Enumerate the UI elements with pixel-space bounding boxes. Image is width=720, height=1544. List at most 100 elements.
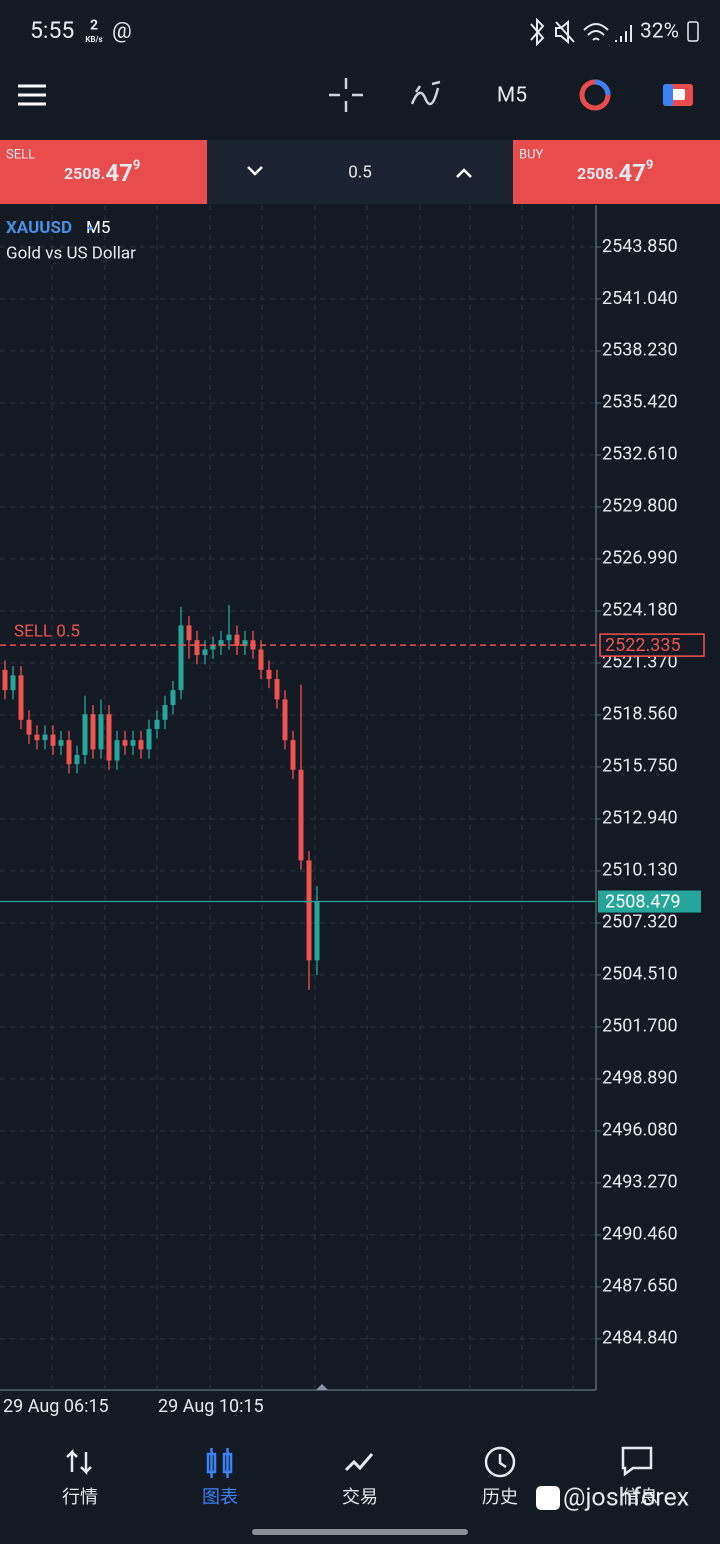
candle-body [18,675,24,720]
y-tick-label: 2496.080 [602,1120,678,1141]
sell-label: SELL [6,147,35,162]
y-tick-label: 2498.890 [602,1068,678,1089]
chart-symbol: XAUUSD M5 [6,218,110,238]
crosshair-button[interactable] [329,78,363,112]
candle-body [66,740,72,765]
candle-body [242,640,248,646]
symbol-timeframe: M5 [86,218,110,238]
symbol-description: Gold vs US Dollar [6,243,136,263]
candle-body [306,860,312,961]
y-tick-label: 2541.040 [602,288,678,309]
candle-body [162,704,168,720]
lot-decrease[interactable] [247,166,263,176]
account-button-accent [663,84,673,106]
buy-label: BUY [519,147,544,162]
buy-price-sup: 9 [646,158,653,173]
x-tick-label: 29 Aug 10:15 [158,1396,264,1417]
candle-body [234,634,240,646]
home-indicator [252,1529,468,1535]
candle-body [42,734,48,741]
candle-body [106,714,112,761]
y-tick-label: 2487.650 [602,1276,678,1297]
y-tick-label: 2532.610 [602,444,678,465]
timeframe-button[interactable]: M5 [497,84,527,108]
candle-body [98,714,104,750]
y-tick-label: 2529.800 [602,496,678,517]
candle-body [114,740,120,761]
lot-increase[interactable] [456,168,472,178]
y-tick-label: 2538.230 [602,340,678,361]
y-tick-label: 2507.320 [602,912,678,933]
candle-body [218,640,224,646]
status-icons [530,17,632,47]
order-price-box [599,633,705,657]
candle-body [154,719,160,730]
y-tick-label: 2543.850 [602,236,678,257]
candle-body [130,740,136,746]
candle-body [10,675,16,691]
candle-body [258,649,264,670]
buy-price: 2508.479 [577,158,653,187]
candle-body [314,901,320,961]
candle-body [82,714,88,755]
y-tick-label: 2501.700 [602,1016,678,1037]
candle-body [34,734,40,741]
trade-button-accent [594,79,611,96]
nav-history[interactable]: 历史 [482,1487,518,1508]
status-at: @ [112,19,132,44]
status-battery: 32% [640,20,679,44]
candle-body [138,740,144,750]
lot-value[interactable]: 0.5 [348,162,372,182]
symbol-dropdown[interactable] [87,227,93,231]
candle-body [186,625,192,641]
candle-body [298,769,304,861]
candle-body [122,740,128,746]
y-tick-label: 2518.560 [602,704,678,725]
nav-quotes[interactable]: 行情 [62,1487,98,1508]
candle-body [210,645,216,650]
x-tick-label: 29 Aug 06:15 [3,1396,109,1417]
candle-body [74,754,80,765]
y-tick-label: 2484.840 [602,1328,678,1349]
symbol-name: XAUUSD [6,218,72,238]
candle-body [50,734,56,746]
nav-messages[interactable]: 信息 [622,1487,658,1508]
candle-body [194,640,200,656]
candle-body [2,669,8,691]
y-tick-label: 2515.750 [602,756,678,777]
y-tick-label: 2510.130 [602,860,678,881]
y-tick-label: 2526.990 [602,548,678,569]
sell-price-sup: 9 [133,158,140,173]
nav-chart[interactable]: 图表 [202,1487,238,1508]
watermark-icon [536,1486,560,1510]
buy-button[interactable] [513,140,720,204]
candle-body [202,649,208,656]
candle-body [146,729,152,750]
y-tick-label: 2504.510 [602,964,678,985]
battery-icon [687,21,699,42]
status-time: 5:55 [30,17,74,44]
candle-body [26,719,32,735]
y-tick-label: 2493.270 [602,1172,678,1193]
scroll-marker [316,1384,328,1390]
sell-price-main: 2508. [64,164,105,183]
candle-body [178,625,184,691]
buy-price-main: 2508. [577,164,618,183]
indicators-button[interactable] [410,80,441,106]
y-tick-label: 2535.420 [602,392,678,413]
sell-button[interactable] [0,140,207,204]
candle-body [226,634,232,641]
vertical-grid [51,205,574,1390]
y-tick-label: 2490.460 [602,1224,678,1245]
nav-trade[interactable]: 交易 [342,1487,378,1508]
candle-body [290,740,296,770]
sell-price: 2508.479 [64,158,140,187]
nav-icons [66,1446,653,1478]
status-speed-unit: KB/s [85,35,102,44]
y-tick-label: 2512.940 [602,808,678,829]
candle-body [90,714,96,750]
candle-body [274,679,280,700]
menu-button[interactable] [18,84,46,106]
